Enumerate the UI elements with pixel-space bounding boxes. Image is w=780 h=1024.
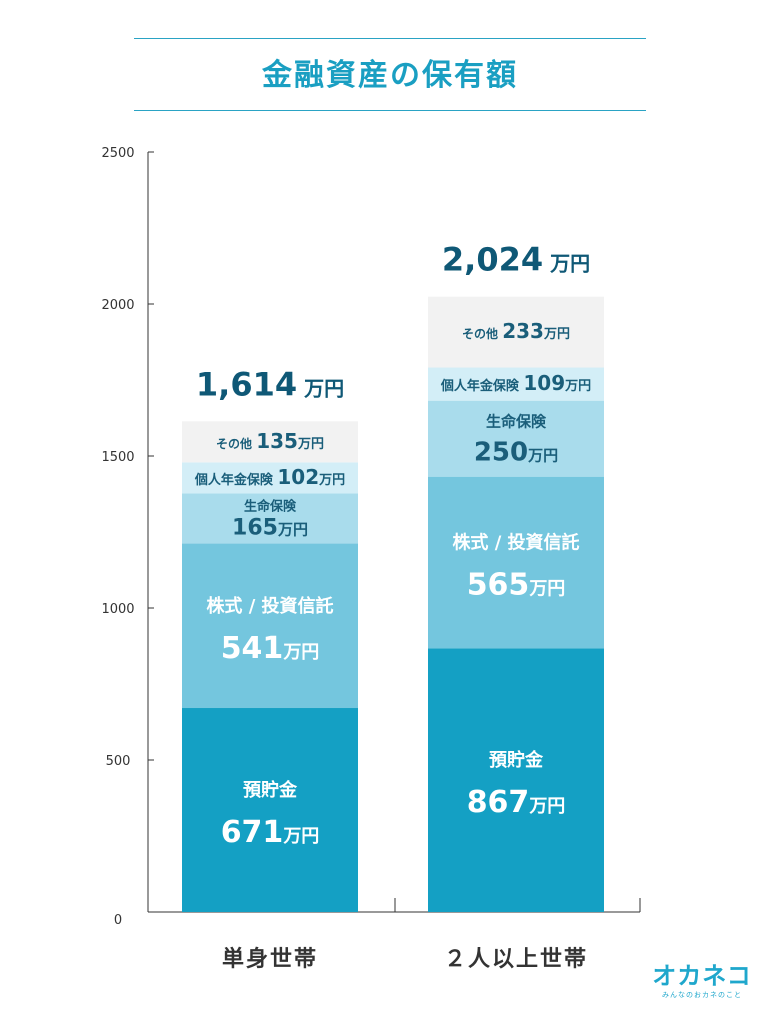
segment-label-other: その他 135万円 bbox=[216, 429, 324, 453]
logo-sub-text: みんなのおカネのこと bbox=[662, 991, 742, 999]
y-tick-label: 1500 bbox=[101, 450, 134, 465]
segment-label-other: その他 233万円 bbox=[462, 319, 570, 343]
bar-segment-pension bbox=[182, 462, 358, 494]
segment-label-pension: 個人年金保険 109万円 bbox=[440, 371, 591, 395]
chart-title: 金融資産の保有額 bbox=[262, 58, 518, 93]
logo-main-text: オカネコ bbox=[652, 962, 752, 990]
bar-segment-savings bbox=[182, 708, 358, 912]
bar-total-label: 1,614 万円 bbox=[196, 365, 344, 403]
okaneko-logo: オカネコ みんなのおカネのこと bbox=[652, 962, 752, 1000]
segment-stocks-value-label: 541万円 bbox=[221, 631, 320, 666]
title-rule-bottom bbox=[134, 110, 646, 111]
segment-life_insurance-value-label: 250万円 bbox=[474, 438, 558, 468]
x-category-label: ２人以上世帯 bbox=[444, 946, 588, 972]
segment-name-savings: 預貯金 bbox=[243, 779, 298, 801]
bar-segment-stocks bbox=[428, 476, 604, 649]
bar-segment-stocks bbox=[182, 543, 358, 709]
segment-savings-value-label: 867万円 bbox=[467, 785, 566, 820]
y-tick-label: 2500 bbox=[101, 146, 134, 161]
bar-segment-other bbox=[428, 296, 604, 368]
bar-segment-other bbox=[182, 421, 358, 463]
segment-name-stocks: 株式 / 投資信託 bbox=[452, 532, 579, 554]
bar-segment-life_insurance bbox=[428, 400, 604, 477]
bar-segment-life_insurance bbox=[182, 493, 358, 544]
segment-life_insurance-value-label: 165万円 bbox=[232, 515, 308, 540]
segment-name-life_insurance: 生命保険 bbox=[244, 498, 297, 514]
segment-name-savings: 預貯金 bbox=[489, 749, 544, 771]
segment-stocks-value-label: 565万円 bbox=[467, 568, 566, 603]
title-rule-top bbox=[134, 38, 646, 39]
segment-label-pension: 個人年金保険 102万円 bbox=[194, 465, 345, 489]
x-category-label: 単身世帯 bbox=[222, 946, 318, 972]
bar-segment-pension bbox=[428, 367, 604, 401]
bar-segment-savings bbox=[428, 648, 604, 912]
segment-name-life_insurance: 生命保険 bbox=[486, 413, 547, 431]
segment-savings-value-label: 671万円 bbox=[221, 815, 320, 850]
y-tick-label: 500 bbox=[106, 754, 131, 769]
y-tick-label: 0 bbox=[114, 913, 122, 928]
bar-total-label: 2,024 万円 bbox=[442, 241, 590, 279]
y-tick-label: 2000 bbox=[101, 298, 134, 313]
y-tick-label: 1000 bbox=[101, 602, 134, 617]
segment-name-stocks: 株式 / 投資信託 bbox=[206, 595, 333, 617]
